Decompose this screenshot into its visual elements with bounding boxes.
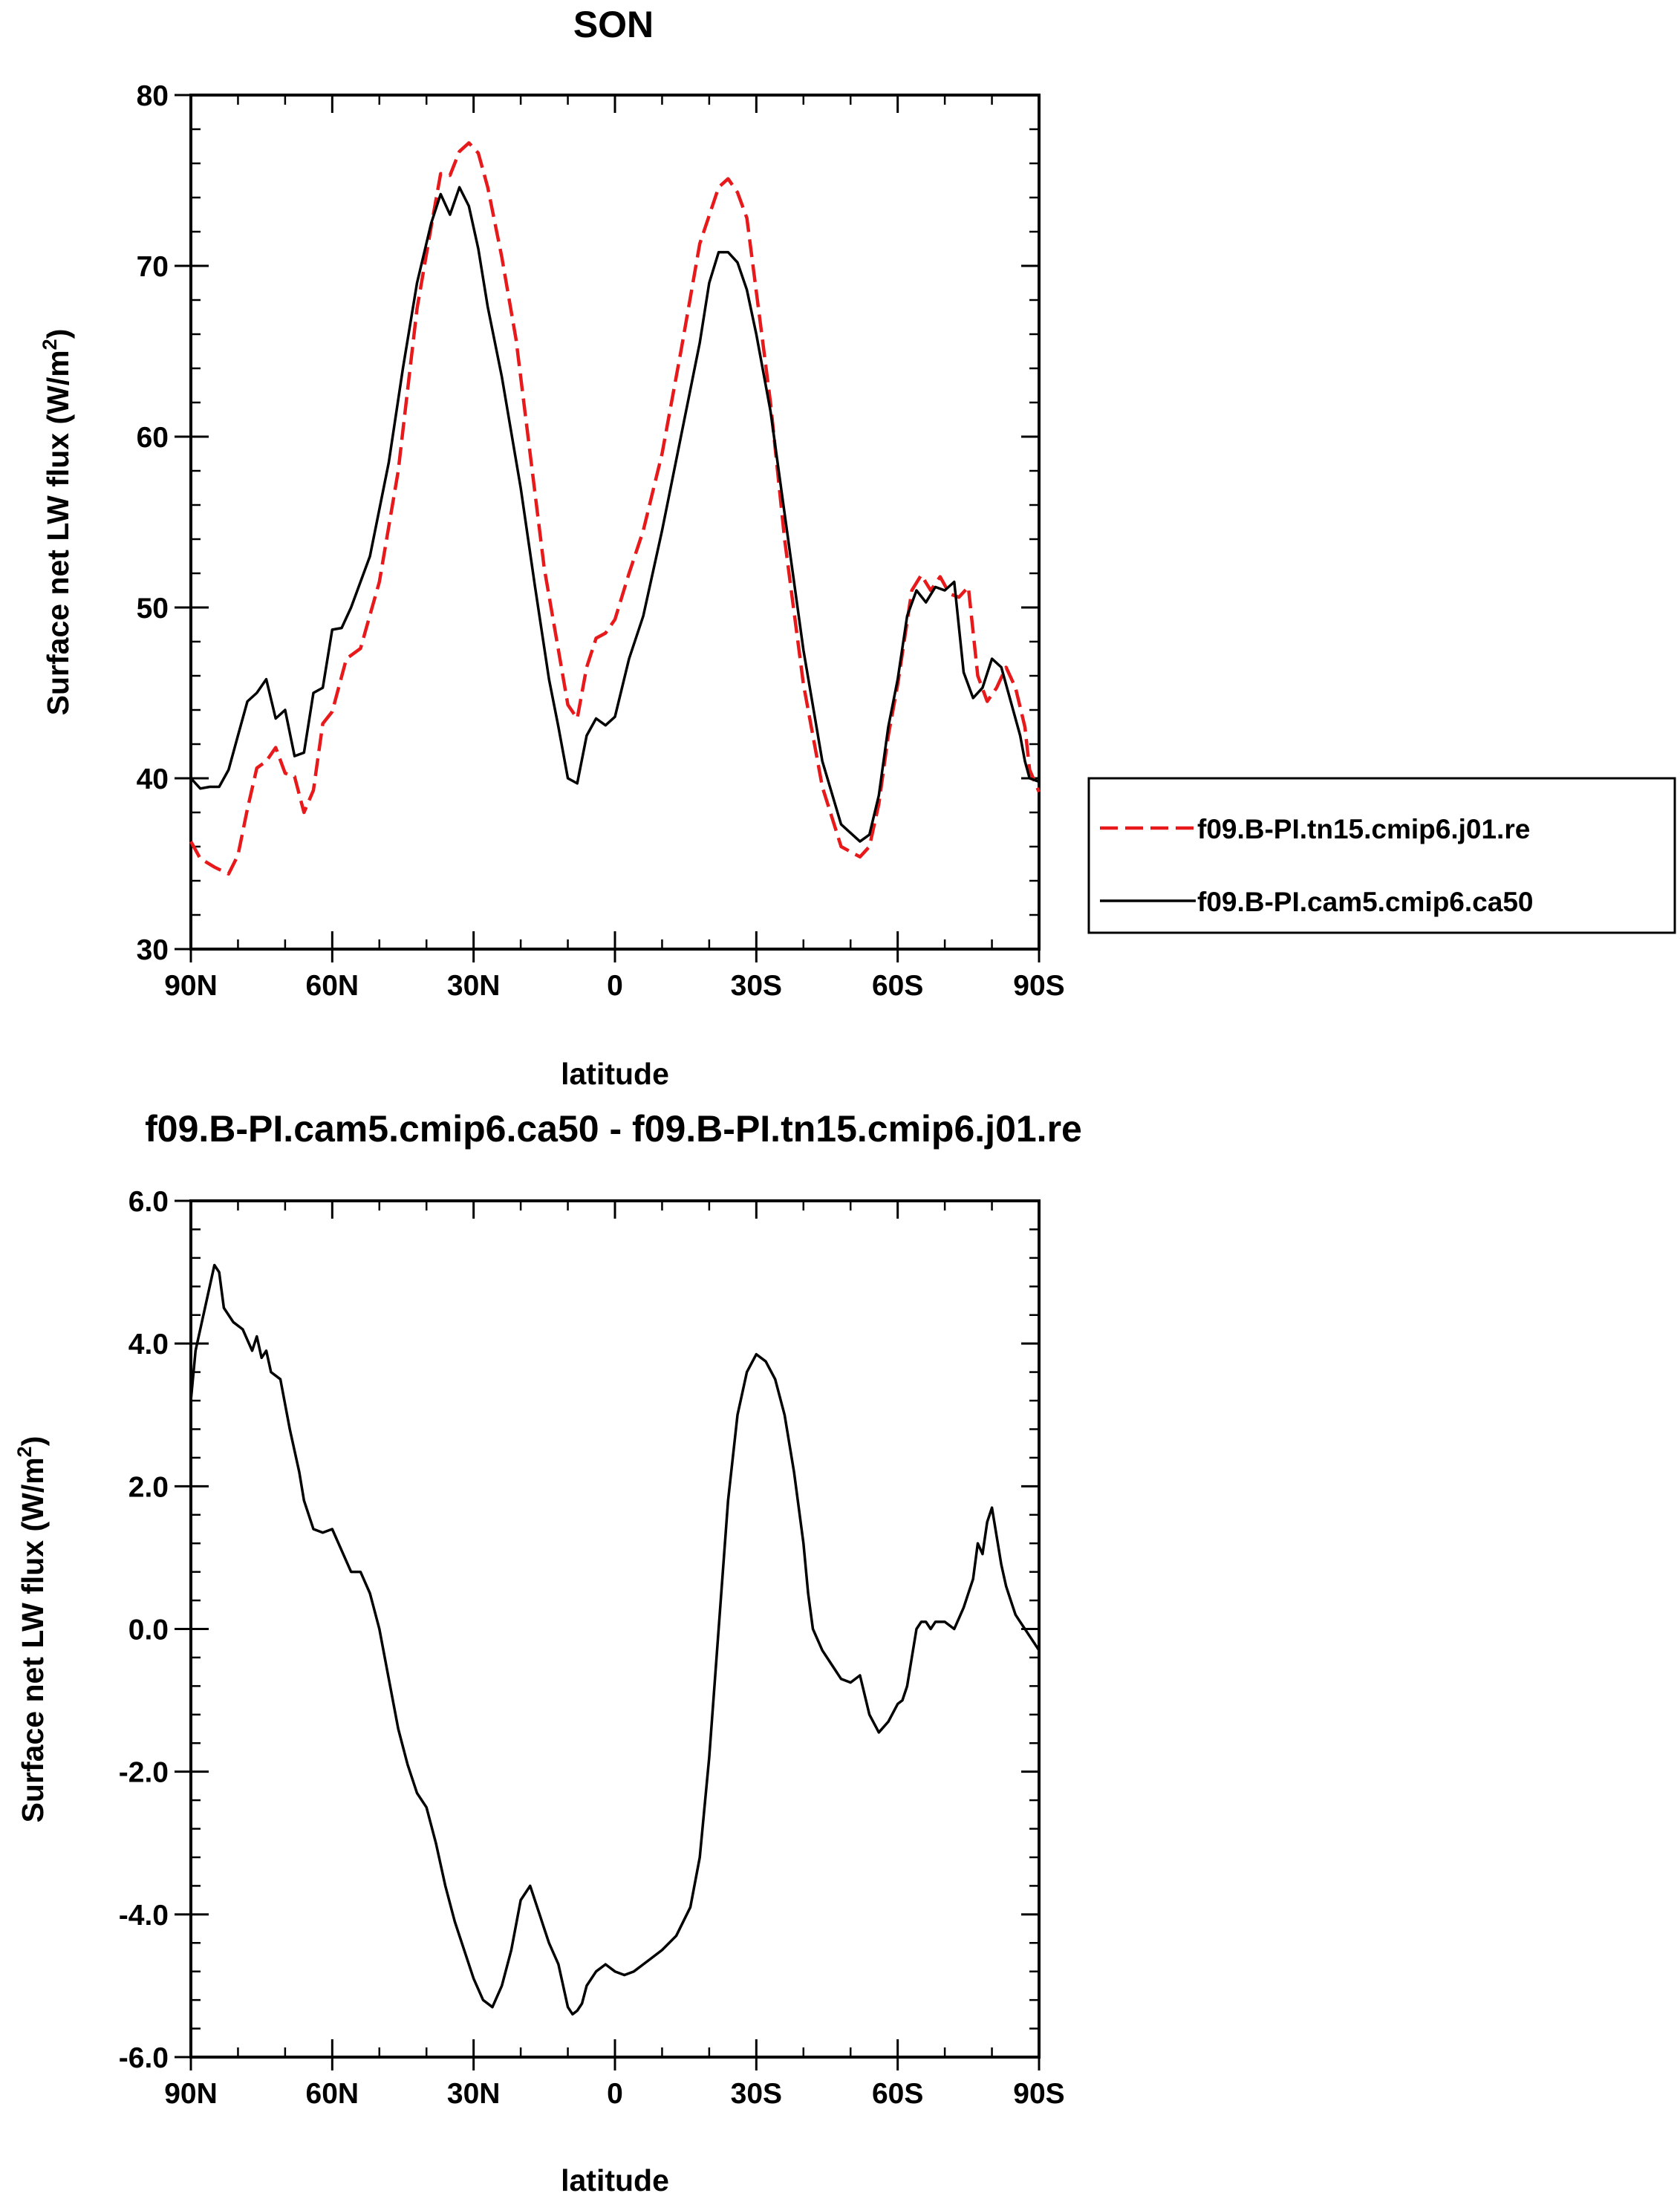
legend-entry-series-2: f09.B-PI.cam5.cmip6.ca50: [1197, 887, 1533, 917]
y-tick-label: -4.0: [119, 1900, 169, 1932]
x-tick-label: 90S: [1013, 970, 1064, 1002]
y-tick-label: 2.0: [128, 1471, 169, 1503]
y-tick-label: 50: [137, 593, 169, 625]
x-tick-label: 0: [607, 970, 623, 1002]
legend-box: [1087, 777, 1676, 934]
legend-entry-series-1: f09.B-PI.tn15.cmip6.j01.re: [1197, 814, 1530, 844]
y-tick-label: 4.0: [128, 1329, 169, 1361]
bottom-y-axis-label-sup: 2: [13, 1446, 36, 1457]
bottom-ticks: 90N 60N 30N 0 30S 60S 90S -6.0 -4.0 -2.0 0.0 2.0 4.0…: [119, 1186, 1065, 2110]
x-tick-label: 30N: [447, 970, 501, 1002]
y-tick-label: -2.0: [119, 1757, 169, 1789]
x-tick-label: 90N: [164, 970, 218, 1002]
x-tick-label: 60S: [872, 2078, 923, 2110]
series-line-1: [189, 141, 1041, 876]
x-tick-label: 60N: [306, 2078, 359, 2110]
bottom-y-axis-label-tail: ): [16, 1436, 50, 1447]
top-plot-frame: [189, 94, 1041, 951]
x-tick-label: 60N: [306, 970, 359, 1002]
bottom-chart-title: f09.B-PI.cam5.cmip6.ca50 - f09.B-PI.tn15…: [145, 1108, 1082, 1150]
bottom-y-axis-label: Surface net LW flux (W/m2): [13, 1436, 50, 1823]
x-tick-label: 0: [607, 2078, 623, 2110]
y-tick-label: 80: [137, 80, 169, 112]
top-y-axis-label-sup: 2: [39, 339, 61, 350]
top-ticks: 90N 60N 30N 0 30S 60S 90S 30 40 50 60 70 80: [137, 80, 1065, 1002]
top-chart-title: SON: [573, 4, 654, 45]
legend: f09.B-PI.tn15.cmip6.j01.re f09.B-PI.cam5…: [1087, 777, 1676, 934]
y-tick-label: -6.0: [119, 2042, 169, 2074]
bottom-plot-frame: [189, 1199, 1041, 2059]
top-y-axis-label: Surface net LW flux (W/m2): [39, 329, 75, 716]
top-x-axis-label: latitude: [561, 1057, 669, 1091]
bottom-x-axis-label: latitude: [561, 2163, 669, 2193]
x-tick-label: 30N: [447, 2078, 501, 2110]
top-panel: SON 90N 60N 30N 0 30S 60S 90S 30 40 50 60 70 80 lati…: [39, 4, 1676, 1091]
x-tick-label: 30S: [731, 2078, 782, 2110]
top-series: [189, 141, 1041, 876]
top-y-axis-label-tail: ): [41, 329, 75, 339]
x-tick-label: 90N: [164, 2078, 218, 2110]
series-line-2: [189, 186, 1040, 843]
x-tick-label: 60S: [872, 970, 923, 1002]
y-tick-label: 70: [137, 251, 169, 283]
bottom-series: [189, 1263, 1041, 2016]
x-tick-label: 90S: [1013, 2078, 1064, 2110]
y-tick-label: 30: [137, 934, 169, 966]
y-tick-label: 40: [137, 763, 169, 795]
bottom-y-axis-label-main: Surface net LW flux (W/m: [16, 1457, 50, 1822]
y-tick-label: 6.0: [128, 1186, 169, 1218]
series-line-1: [189, 1263, 1041, 2016]
y-tick-label: 0.0: [128, 1614, 169, 1646]
bottom-panel: f09.B-PI.cam5.cmip6.ca50 - f09.B-PI.tn15…: [13, 1108, 1082, 2193]
y-tick-label: 60: [137, 422, 169, 454]
x-tick-label: 30S: [731, 970, 782, 1002]
top-y-axis-label-main: Surface net LW flux (W/m: [41, 350, 75, 715]
